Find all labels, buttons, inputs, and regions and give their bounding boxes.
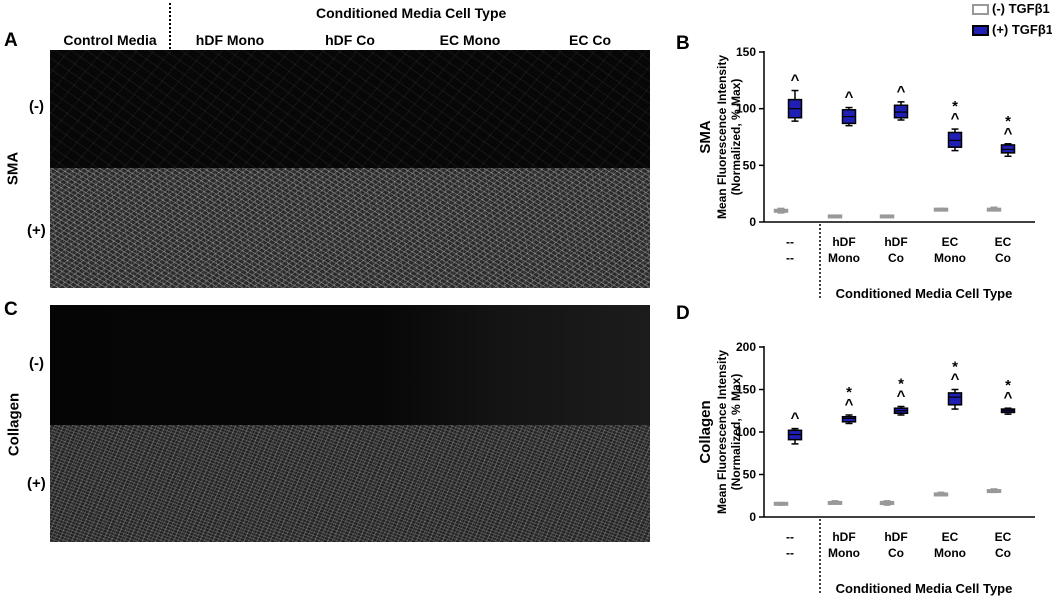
collagen-ytick-label-50: 50 [743,468,757,482]
collagen-minus-micrograph [50,305,650,425]
sma-annotation-2-0: ^ [897,83,906,100]
sma-ytick-label-150: 150 [736,45,756,59]
collagen-xtick-label-3-b: Mono [934,546,966,560]
legend-minus-swatch [972,4,989,15]
collagen-xtick-label-3-a: EC [942,530,959,544]
sma-xtick-label-3-a: EC [942,235,959,249]
sma-annotation-3-1: ^ [951,110,960,127]
sma-ytick-label-0: 0 [749,215,756,229]
collagen-annotation-0-0: ^ [791,410,800,427]
col-head-control: Control Media [63,32,157,48]
sma-ytick-label-50: 50 [743,158,757,172]
panel-letter-b: B [676,33,690,54]
collagen-xlabel: Conditioned Media Cell Type [836,581,1013,596]
legend-plus-swatch [972,25,989,36]
sma-annotation-4-1: ^ [1004,125,1013,142]
sma-ylabel-line2: Mean Fluorescence Intensity [715,55,729,219]
sma-xtick-label-2-b: Co [888,251,904,265]
header-divider [169,3,171,49]
col-head-hdf-mono: hDF Mono [195,32,265,48]
collagen-annotation-4-0: * [1005,377,1011,394]
collagen-plus-micrograph [50,425,650,542]
panel-letter-c: C [4,299,18,320]
media-header: Conditioned Media Cell Type [316,5,507,21]
collagen-annotation-2-0: * [898,376,904,393]
collagen-row-minus: (-) [29,355,44,372]
sma-xtick-label-1-a: hDF [832,235,855,249]
sma-row-minus: (-) [29,98,44,115]
collagen-plus-3-box [947,392,963,406]
collagen-row-plus: (+) [27,475,46,492]
sma-xlabel: Conditioned Media Cell Type [836,286,1013,301]
collagen-xtick-label-2-b: Co [888,546,904,560]
collagen-xtick-label-4-a: EC [995,530,1012,544]
sma-ylabel-main: SMA [697,120,714,154]
collagen-ytick-label-0: 0 [749,510,756,524]
collagen-ylabel-main: Collagen [697,400,714,463]
sma-xtick-label-4-a: EC [995,235,1012,249]
sma-annotation-1-0: ^ [845,89,854,106]
collagen-ylabel-line3: (Normalized, % Max) [729,374,743,491]
sma-xtick-label-4-b: Co [995,251,1011,265]
collagen-annotation-3-0: * [952,359,958,376]
collagen-plus-1-box [841,415,857,423]
col-head-hdf-co: hDF Co [325,32,375,48]
collagen-xtick-label-2-a: hDF [884,530,907,544]
collagen-ytick-label-200: 200 [736,340,756,354]
collagen-xtick-label-1-a: hDF [832,530,855,544]
collagen-annotation-3-1: ^ [951,371,960,388]
collagen-xtick-label-0-a: -- [786,530,794,544]
collagen-side-label: Collagen [5,392,23,457]
sma-ytick-label-100: 100 [736,102,756,116]
collagen-annotation-1-0: * [846,384,852,401]
sma-row-plus: (+) [27,222,46,239]
sma-ylabel-line3: (Normalized, % Max) [729,79,743,196]
collagen-annotation-1-1: ^ [845,396,854,413]
col-head-ec-co: EC Co [569,32,611,48]
panel-letter-d: D [676,303,690,324]
sma-xtick-label-1-b: Mono [828,251,860,265]
col-head-ec-mono: EC Mono [439,32,501,48]
sma-side-label: SMA [4,151,22,186]
sma-plus-micrograph [50,168,650,288]
collagen-annotation-2-1: ^ [897,388,906,405]
sma-annotation-3-0: * [952,98,958,115]
panel-letter-a: A [4,30,18,51]
sma-xtick-label-3-b: Mono [934,251,966,265]
legend-plus-label: (+) TGFβ1 [992,22,1052,37]
collagen-xtick-label-1-b: Mono [828,546,860,560]
sma-minus-micrograph [50,50,650,168]
collagen-xtick-label-0-b: -- [786,546,794,560]
collagen-annotation-4-1: ^ [1004,389,1013,406]
sma-box-chart: SMA Mean Fluorescence Intensity (Normalize… [697,45,1035,301]
collagen-box-chart: Collagen Mean Fluorescence Intensity (Norm… [697,340,1035,596]
sma-annotation-4-0: * [1005,113,1011,130]
legend-minus-label: (-) TGFβ1 [992,1,1050,16]
collagen-xtick-label-4-b: Co [995,546,1011,560]
sma-xtick-label-0-a: -- [786,235,794,249]
sma-xtick-label-0-b: -- [786,251,794,265]
collagen-ylabel-line2: Mean Fluorescence Intensity [715,350,729,514]
sma-xtick-label-2-a: hDF [884,235,907,249]
collagen-ytick-label-150: 150 [736,383,756,397]
collagen-ytick-label-100: 100 [736,425,756,439]
sma-annotation-0-0: ^ [791,72,800,89]
